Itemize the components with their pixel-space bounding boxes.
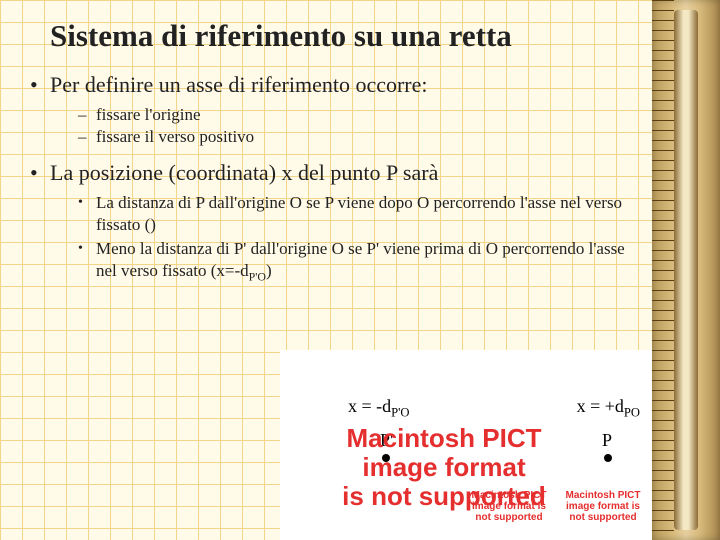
point-label-p: P — [602, 430, 612, 451]
eq-left-sub: P'O — [391, 406, 409, 420]
pict-error-l1: Macintosh PICT — [346, 423, 541, 453]
slide-title: Sistema di riferimento su una retta — [50, 18, 640, 54]
point-dot-right — [604, 454, 612, 462]
bullet-2-sublist: La distanza di P dall'origine O se P vie… — [78, 192, 640, 285]
bullet-2-sub-2-text: Meno la distanza di P' dall'origine O se… — [96, 239, 625, 280]
bullet-2-sub-2-close: ) — [266, 261, 272, 280]
bullet-2-sub-1: La distanza di P dall'origine O se P vie… — [78, 192, 640, 236]
equation-right: x = +dPO — [577, 396, 640, 421]
figure-region: x = -dP'O x = +dPO P' P Macintosh PICT i… — [280, 350, 652, 540]
ruler-slot — [674, 10, 698, 530]
bullet-2-sub-2: Meno la distanza di P' dall'origine O se… — [78, 238, 640, 285]
slide-content: Sistema di riferimento su una retta Per … — [0, 0, 652, 291]
bullet-1-sublist: fissare l'origine fissare il verso posit… — [78, 104, 640, 148]
bullet-1-sub-2: fissare il verso positivo — [78, 126, 640, 148]
main-bullet-list: Per definire un asse di riferimento occo… — [30, 72, 640, 285]
eq-left-text: x = -d — [348, 396, 391, 416]
bullet-2-text: La posizione (coordinata) x del punto P … — [50, 160, 438, 185]
bullet-2: La posizione (coordinata) x del punto P … — [30, 160, 640, 285]
eq-right-text: x = +d — [577, 396, 624, 416]
pict-error-small-1: Macintosh PICT image format is not suppo… — [466, 490, 552, 524]
bullet-2-sub-2-subscript: P'O — [249, 270, 266, 284]
bullet-1-text: Per definire un asse di riferimento occo… — [50, 72, 428, 97]
equation-left: x = -dP'O — [348, 396, 410, 421]
pict-error-l2: image format — [362, 452, 525, 482]
eq-right-sub: PO — [624, 406, 640, 420]
slide-rule-decoration — [652, 0, 720, 540]
bullet-1-sub-1: fissare l'origine — [78, 104, 640, 126]
bullet-1: Per definire un asse di riferimento occo… — [30, 72, 640, 148]
ruler-ticks — [652, 0, 674, 540]
pict-error-small-2: Macintosh PICT image format is not suppo… — [560, 490, 646, 524]
